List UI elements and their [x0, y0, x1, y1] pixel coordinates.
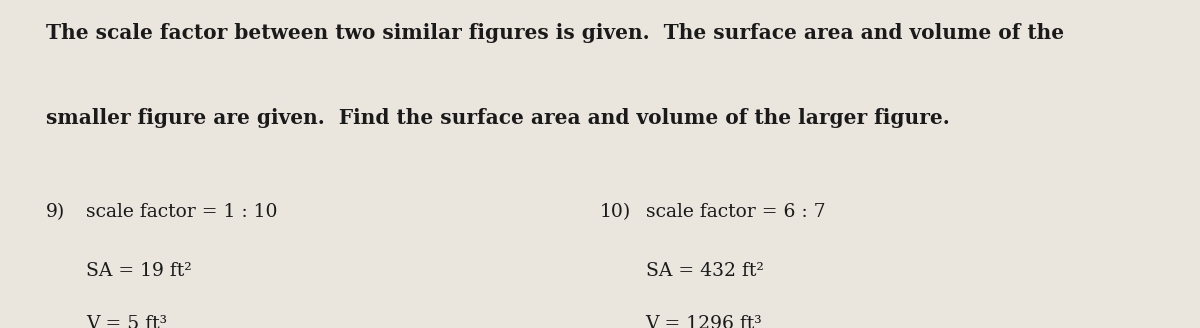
Text: SA = 432 ft²: SA = 432 ft²	[646, 262, 763, 280]
Text: V = 1296 ft³: V = 1296 ft³	[646, 315, 762, 328]
Text: scale factor = 6 : 7: scale factor = 6 : 7	[646, 203, 826, 221]
Text: 10): 10)	[600, 203, 631, 221]
Text: 9): 9)	[46, 203, 65, 221]
Text: V = 5 ft³: V = 5 ft³	[86, 315, 168, 328]
Text: smaller figure are given.  Find the surface area and volume of the larger figure: smaller figure are given. Find the surfa…	[46, 108, 949, 128]
Text: SA = 19 ft²: SA = 19 ft²	[86, 262, 192, 280]
Text: The scale factor between two similar figures is given.  The surface area and vol: The scale factor between two similar fig…	[46, 23, 1063, 43]
Text: scale factor = 1 : 10: scale factor = 1 : 10	[86, 203, 278, 221]
